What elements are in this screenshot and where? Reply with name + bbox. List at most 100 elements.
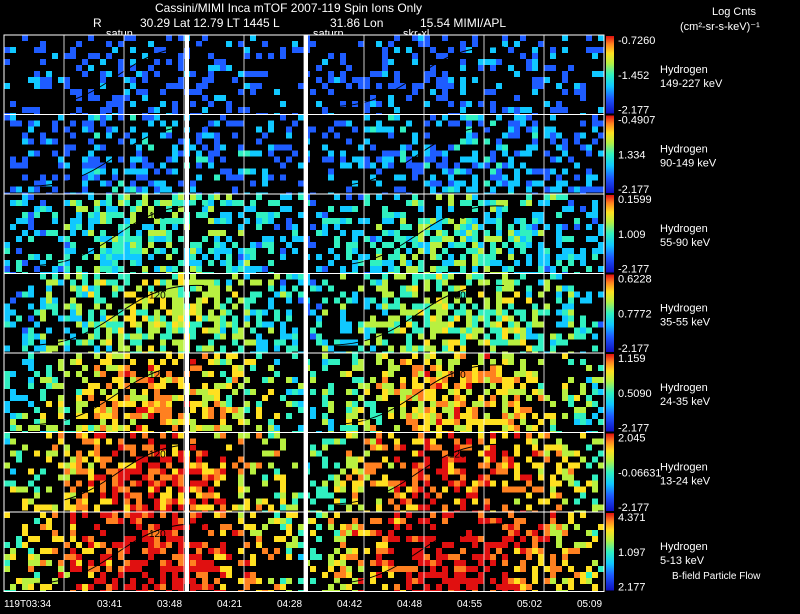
colorbar-title: Log Cnts xyxy=(712,6,757,18)
pixel-cell xyxy=(202,291,208,298)
pixel-cell xyxy=(28,236,34,242)
pixel-cell xyxy=(214,174,220,181)
pixel-cell xyxy=(160,444,166,451)
pixel-cell xyxy=(412,492,418,499)
pixel-cell xyxy=(430,266,436,272)
pixel-cell xyxy=(196,138,202,145)
pixel-cell xyxy=(136,248,142,254)
pixel-cell xyxy=(112,95,118,101)
species-label: Hydrogen xyxy=(660,382,708,394)
pixel-cell xyxy=(592,333,598,340)
pixel-cell xyxy=(538,41,544,47)
pixel-cell xyxy=(424,389,430,395)
pixel-cell xyxy=(202,542,208,548)
pixel-cell xyxy=(58,395,64,401)
pixel-cell xyxy=(502,333,508,340)
pixel-cell xyxy=(250,530,256,536)
pixel-cell xyxy=(112,279,118,286)
pixel-cell xyxy=(448,327,454,334)
pixel-cell xyxy=(34,474,40,481)
pixel-cell xyxy=(262,266,268,272)
pixel-cell xyxy=(322,339,328,346)
pixel-cell xyxy=(574,218,580,224)
pixel-cell xyxy=(352,407,358,413)
pixel-cell xyxy=(88,462,94,469)
pixel-cell xyxy=(430,254,436,260)
pixel-cell xyxy=(22,584,28,590)
pixel-cell xyxy=(448,590,454,592)
pixel-cell xyxy=(388,59,394,65)
pixel-cell xyxy=(328,383,334,389)
species-label: Hydrogen xyxy=(660,223,708,235)
pixel-cell xyxy=(478,518,484,524)
pixel-cell xyxy=(532,59,538,65)
pixel-cell xyxy=(220,554,226,560)
pixel-cell xyxy=(286,518,292,524)
pixel-cell xyxy=(448,554,454,560)
pixel-cell xyxy=(154,291,160,298)
pixel-cell xyxy=(280,339,286,346)
pixel-cell xyxy=(454,590,460,592)
pixel-cell xyxy=(172,419,178,425)
pixel-cell xyxy=(148,114,154,121)
pixel-cell xyxy=(166,156,172,163)
pixel-cell xyxy=(382,456,388,463)
pixel-cell xyxy=(190,321,196,328)
pixel-cell xyxy=(508,285,514,292)
pixel-cell xyxy=(82,327,88,334)
pixel-cell xyxy=(424,339,430,346)
pixel-cell xyxy=(400,566,406,572)
pixel-cell xyxy=(586,566,592,572)
pixel-cell xyxy=(250,365,256,371)
pixel-cell xyxy=(316,450,322,457)
pixel-cell xyxy=(586,212,592,218)
pixel-cell xyxy=(178,315,184,322)
pixel-cell xyxy=(124,425,130,431)
pixel-cell xyxy=(16,578,22,584)
pixel-cell xyxy=(256,192,262,194)
pixel-cell xyxy=(310,89,316,95)
pixel-cell xyxy=(112,353,118,359)
pixel-cell xyxy=(106,132,112,139)
pixel-cell xyxy=(172,359,178,365)
pixel-cell xyxy=(214,327,220,334)
pixel-cell xyxy=(130,272,136,274)
pixel-cell xyxy=(436,254,442,260)
pixel-cell xyxy=(124,536,130,542)
pixel-cell xyxy=(382,285,388,292)
pixel-cell xyxy=(400,590,406,592)
pixel-cell xyxy=(598,321,604,328)
pixel-cell xyxy=(412,273,418,280)
pixel-cell xyxy=(76,456,82,463)
pixel-cell xyxy=(82,186,88,193)
pixel-cell xyxy=(172,474,178,481)
pixel-cell xyxy=(430,353,436,359)
pixel-cell xyxy=(142,389,148,395)
pixel-cell xyxy=(370,438,376,445)
pixel-cell xyxy=(364,218,370,224)
pixel-cell xyxy=(514,530,520,536)
pixel-cell xyxy=(484,266,490,272)
pixel-cell xyxy=(514,180,520,187)
pixel-cell xyxy=(118,474,124,481)
pixel-cell xyxy=(478,327,484,334)
pixel-cell xyxy=(10,371,16,377)
pixel-cell xyxy=(118,236,124,242)
pixel-cell xyxy=(526,186,532,193)
pixel-cell xyxy=(160,132,166,139)
pixel-cell xyxy=(58,365,64,371)
pixel-cell xyxy=(562,272,568,274)
pixel-cell xyxy=(556,584,562,590)
pixel-cell xyxy=(40,339,46,346)
pixel-cell xyxy=(532,590,538,592)
pixel-cell xyxy=(34,266,40,272)
pixel-cell xyxy=(220,548,226,554)
pixel-cell xyxy=(70,554,76,560)
pixel-cell xyxy=(346,554,352,560)
pixel-cell xyxy=(76,65,82,71)
pixel-cell xyxy=(496,212,502,218)
pixel-cell xyxy=(490,383,496,389)
pixel-cell xyxy=(208,53,214,59)
pixel-cell xyxy=(448,47,454,53)
pixel-cell xyxy=(214,59,220,65)
